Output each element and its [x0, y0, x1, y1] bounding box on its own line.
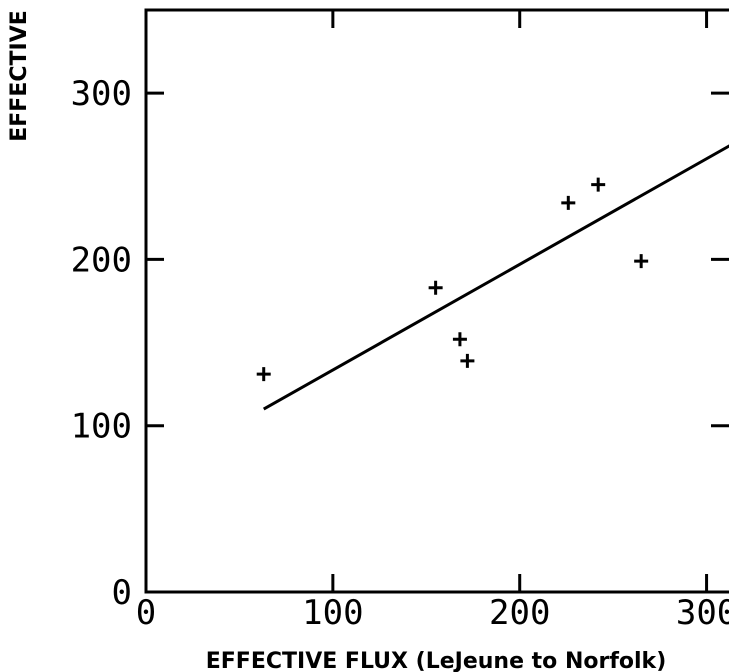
data-point-6: [634, 254, 649, 269]
data-point-1: [428, 280, 443, 295]
tick-labels: 0 100 200 300 0 100 200 300: [71, 74, 729, 633]
x-tick-label-0: 0: [136, 593, 156, 633]
data-point-3: [460, 353, 475, 368]
x-tick-label-1: 100: [302, 593, 363, 633]
y-tick-label-2: 200: [71, 240, 132, 280]
x-tick-label-3: 300: [676, 593, 729, 633]
data-point-2: [452, 332, 467, 347]
fit-line-group: [262, 144, 729, 411]
plot-frame: [144, 8, 729, 594]
data-point-0: [256, 367, 271, 382]
x-axis-label: EFFECTIVE FLUX (LeJeune to Norfolk): [206, 649, 667, 672]
fit-line: [262, 144, 729, 411]
y-tick-label-0: 0: [112, 573, 132, 613]
axes: [144, 8, 729, 594]
ticks: [146, 10, 729, 592]
y-axis-label: EFFECTIVE: [7, 10, 32, 142]
data-points: [256, 177, 649, 382]
data-point-5: [591, 177, 606, 192]
x-tick-label-2: 200: [489, 593, 550, 633]
data-point-4: [561, 195, 576, 210]
y-tick-label-3: 300: [71, 74, 132, 114]
y-tick-label-1: 100: [71, 407, 132, 447]
